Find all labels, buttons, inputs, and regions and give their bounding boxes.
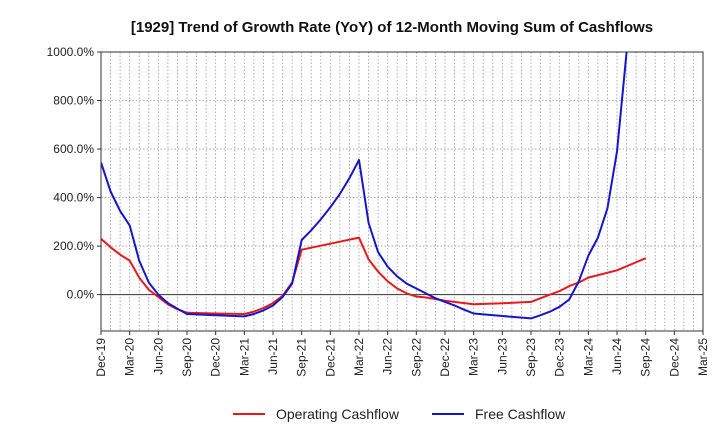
x-tick-label: Dec-24 (667, 338, 681, 377)
x-tick-label: Mar-25 (696, 338, 710, 376)
x-tick-label: Jun-21 (266, 338, 280, 375)
series-lines (101, 52, 647, 320)
y-axis-ticks: 0.0% 200.0% 400.0% 600.0% 800.0% 1000.0% (47, 45, 101, 302)
x-tick-label: Sep-20 (180, 338, 194, 377)
x-tick-label: Dec-19 (94, 338, 108, 377)
x-tick-label: Mar-21 (237, 338, 251, 376)
x-tick-label: Sep-23 (524, 338, 538, 377)
legend-label: Operating Cashflow (276, 406, 400, 422)
legend-label: Free Cashflow (475, 406, 566, 422)
x-tick-label: Dec-20 (209, 338, 223, 377)
x-tick-label: Mar-22 (352, 338, 366, 376)
x-tick-label: Jun-23 (495, 338, 509, 375)
legend: Operating Cashflow Free Cashflow (233, 406, 566, 422)
x-tick-label: Dec-23 (553, 338, 567, 377)
x-tick-label: Sep-21 (295, 338, 309, 377)
x-tick-label: Mar-23 (467, 338, 481, 376)
grid (101, 51, 703, 331)
series-line-free-cashflow (101, 52, 628, 320)
x-tick-label: Mar-24 (581, 338, 595, 376)
y-tick-label: 200.0% (53, 239, 94, 253)
x-tick-label: Jun-20 (151, 338, 165, 375)
x-tick-label: Sep-22 (409, 338, 423, 377)
y-tick-label: 400.0% (53, 191, 94, 205)
y-tick-label: 800.0% (53, 94, 94, 108)
plot-frame (100, 51, 704, 332)
y-tick-label: 600.0% (53, 142, 94, 156)
series-line-operating-cashflow (101, 236, 647, 315)
x-tick-label: Jun-24 (610, 338, 624, 375)
y-tick-label: 0.0% (67, 288, 95, 302)
y-tick-label: 1000.0% (47, 45, 95, 59)
x-tick-label: Jun-22 (381, 338, 395, 375)
chart-title: [1929] Trend of Growth Rate (YoY) of 12-… (131, 19, 653, 36)
x-tick-label: Mar-20 (123, 338, 137, 376)
x-tick-label: Dec-22 (438, 338, 452, 377)
x-tick-label: Dec-21 (323, 338, 337, 377)
x-axis-ticks: Dec-19 Mar-20 Jun-20 Sep-20 Dec-20 Mar-21 Jun-… (94, 331, 710, 377)
x-tick-label: Sep-24 (639, 338, 653, 377)
